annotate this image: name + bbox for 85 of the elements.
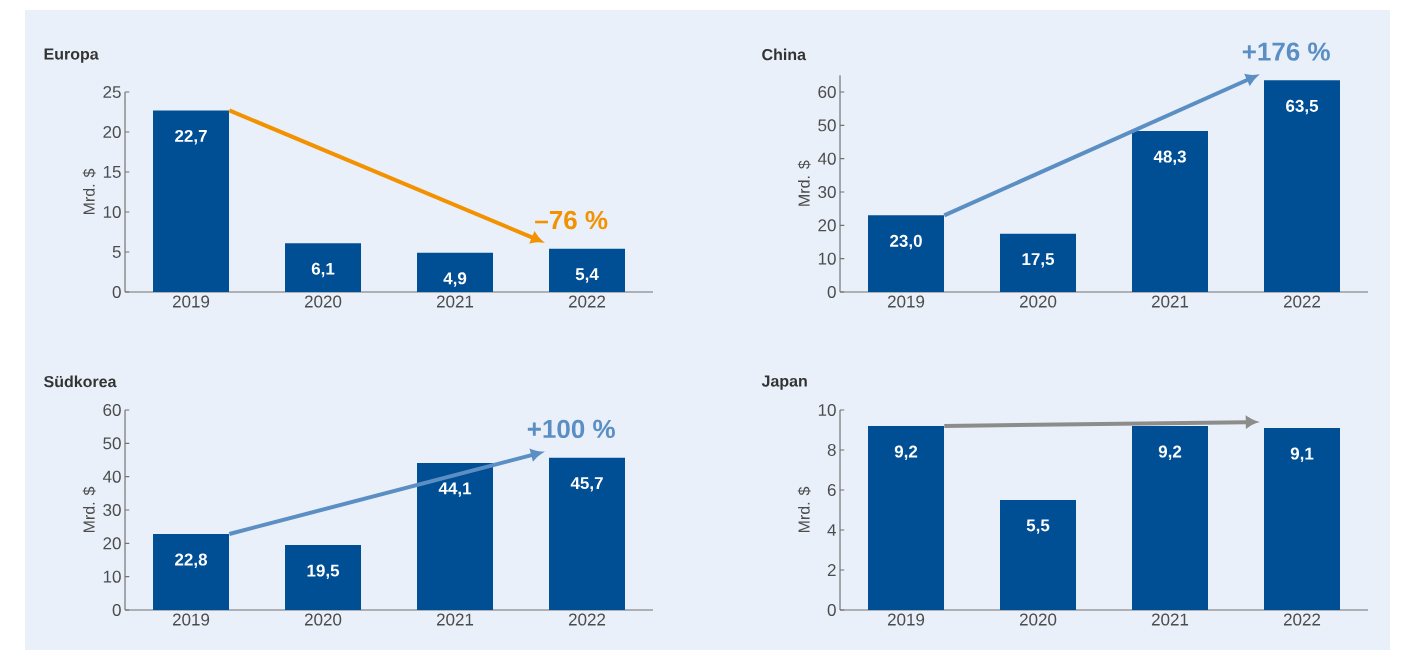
y-tick-label: 0 — [827, 603, 836, 617]
bar — [285, 544, 362, 610]
bar — [868, 215, 945, 292]
bar — [549, 248, 626, 292]
chart-title: Südkorea — [44, 375, 117, 388]
y-axis-title: Mrd. $ — [82, 486, 96, 533]
x-tick-label: 2021 — [436, 295, 474, 308]
x-tick-label: 2020 — [1019, 295, 1057, 308]
x-tick-label: 2019 — [887, 295, 925, 308]
y-tick-label: 10 — [103, 205, 121, 219]
y-tick-label: 2 — [827, 564, 836, 576]
bar — [868, 425, 945, 610]
bar — [1264, 427, 1341, 610]
y-tick-label: 0 — [112, 603, 121, 617]
y-tick-label: 10 — [818, 403, 836, 417]
text: +176 % — [1242, 42, 1330, 61]
bar — [1132, 130, 1209, 292]
x-tick-label: 2022 — [568, 295, 606, 308]
bar — [1000, 499, 1077, 610]
y-tick-label: 20 — [103, 537, 121, 550]
y-tick-label: 30 — [103, 503, 121, 517]
y-tick-label: 0 — [827, 285, 836, 299]
data-label: 9,2 — [894, 445, 918, 461]
y-tick-label: 6 — [827, 483, 836, 497]
chart-title: Japan — [761, 375, 807, 390]
x-tick-label: 2022 — [1283, 613, 1321, 626]
bar — [417, 252, 494, 292]
data-label: 19,5 — [307, 564, 340, 580]
bar — [1264, 80, 1341, 292]
data-label: 5,5 — [1026, 519, 1050, 534]
data-label: 9,2 — [1158, 445, 1182, 461]
y-tick-label: 60 — [103, 403, 121, 417]
bar — [285, 243, 362, 292]
data-label: 4,9 — [443, 272, 467, 287]
y-tick-label: 10 — [818, 252, 836, 265]
x-tick-label: 2019 — [172, 295, 210, 308]
annotation: –76 % — [535, 210, 608, 230]
x-tick-label: 2021 — [1151, 613, 1189, 626]
bar — [1132, 425, 1209, 610]
x-tick-label: 2019 — [172, 613, 210, 626]
bar — [1000, 233, 1077, 292]
y-tick-label: 20 — [818, 219, 836, 232]
data-label: 45,7 — [570, 477, 603, 492]
y-tick-label: 4 — [827, 524, 836, 536]
data-label: 5,4 — [575, 268, 599, 283]
data-label: 22,7 — [175, 129, 207, 145]
x-tick-label: 2019 — [887, 613, 925, 626]
x-tick-label: 2020 — [304, 295, 342, 308]
bar — [549, 457, 626, 610]
bar — [417, 462, 494, 610]
y-tick-label: 30 — [818, 185, 836, 199]
data-label: 6,1 — [311, 262, 335, 278]
y-axis-title: Mrd. $ — [82, 168, 96, 215]
y-tick-label: 5 — [112, 246, 121, 258]
data-label: 63,5 — [1286, 99, 1319, 115]
y-tick-label: 20 — [103, 125, 121, 139]
chart-title: Europa — [44, 48, 99, 63]
x-tick-label: 2022 — [568, 613, 606, 626]
y-tick-label: 50 — [103, 437, 121, 450]
y-tick-label: 10 — [103, 570, 121, 583]
annotation: +100 % — [527, 419, 615, 439]
y-tick-label: 15 — [103, 166, 121, 178]
data-label: 48,3 — [1153, 150, 1186, 166]
data-label: 44,1 — [438, 482, 472, 497]
bar — [153, 533, 230, 610]
x-tick-label: 2021 — [1151, 295, 1189, 308]
y-tick-label: 8 — [827, 443, 836, 457]
data-label: 9,1 — [1290, 447, 1314, 463]
x-tick-label: 2020 — [304, 613, 342, 626]
data-label: 22,8 — [175, 553, 208, 569]
y-tick-label: 25 — [103, 85, 121, 99]
x-tick-label: 2022 — [1283, 295, 1321, 308]
y-tick-label: 0 — [112, 285, 121, 299]
y-tick-label: 50 — [818, 119, 836, 132]
data-label: 17,5 — [1022, 253, 1055, 268]
y-tick-label: 60 — [818, 85, 836, 99]
y-axis-title: Mrd. $ — [797, 486, 811, 533]
y-axis-title: Mrd. $ — [797, 160, 811, 206]
chart-title: China — [762, 48, 807, 61]
x-tick-label: 2020 — [1019, 613, 1057, 626]
bar — [153, 110, 230, 292]
data-label: 23,0 — [890, 234, 922, 250]
y-tick-label: 40 — [817, 152, 836, 165]
x-tick-label: 2021 — [436, 613, 474, 626]
y-tick-label: 40 — [102, 470, 121, 483]
